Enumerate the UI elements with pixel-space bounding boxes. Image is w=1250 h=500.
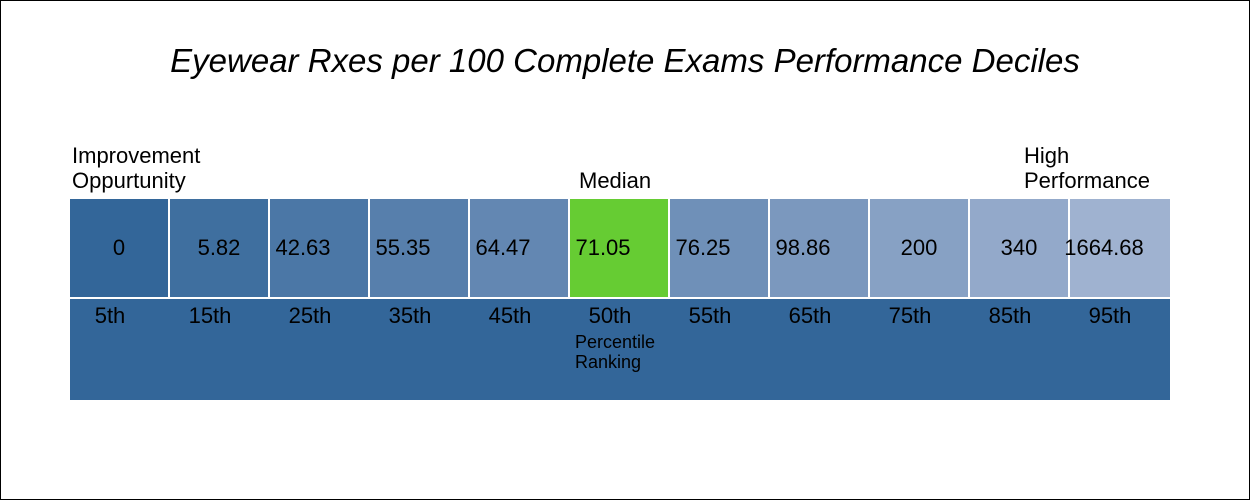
- percentile-label-45th: 45th: [488, 303, 532, 328]
- decile-cell-5th: 0: [70, 199, 170, 297]
- percentile-label-95th: 95th: [1088, 303, 1132, 328]
- percentile-ranking-line2: Ranking: [575, 352, 642, 372]
- percentile-label-35th: 35th: [388, 303, 432, 328]
- decile-value: 5.82: [197, 235, 241, 260]
- decile-cell-95th: 1664.68: [1064, 199, 1170, 297]
- decile-cell-45th: 64.47: [470, 199, 570, 297]
- decile-cell-15th: 5.82: [170, 199, 270, 297]
- percentile-label-50th: 50th: [588, 303, 632, 328]
- percentile-label-25th: 25th: [288, 303, 332, 328]
- improvement-label-line2: Oppurtunity: [72, 168, 186, 193]
- decile-cell-75th: 200: [870, 199, 970, 297]
- high-performance-label-line2: Performance: [1024, 168, 1150, 193]
- chart-title: Eyewear Rxes per 100 Complete Exams Perf…: [170, 42, 1080, 79]
- improvement-label: Improvement Oppurtunity: [72, 143, 200, 193]
- percentile-label-75th: 75th: [888, 303, 932, 328]
- decile-value: 76.25: [675, 235, 731, 260]
- high-performance-label-line1: High: [1024, 143, 1070, 168]
- median-label: Median: [579, 168, 652, 193]
- decile-value: 340: [1000, 235, 1038, 260]
- percentile-ranking-line1: Percentile: [575, 332, 656, 352]
- decile-value: 1664.68: [1064, 235, 1144, 260]
- percentile-label-5th: 5th: [94, 303, 126, 328]
- decile-cell-35th: 55.35: [370, 199, 470, 297]
- percentile-label-15th: 15th: [188, 303, 232, 328]
- decile-value: 98.86: [775, 235, 831, 260]
- percentile-label-65th: 65th: [788, 303, 832, 328]
- decile-value: 71.05: [575, 235, 631, 260]
- decile-value: 64.47: [475, 235, 531, 260]
- decile-values-row: 0 5.82 42.63 55.35 64.47 71.05 76.25 98.86 200 34…: [70, 199, 1170, 297]
- percentile-band: Percentile Ranking 5th 15th 25th 35th 45th 50…: [70, 299, 1170, 400]
- decile-cell-55th: 76.25: [670, 199, 770, 297]
- decile-cell-25th: 42.63: [270, 199, 370, 297]
- decile-value: 200: [900, 235, 938, 260]
- percentile-label-85th: 85th: [988, 303, 1032, 328]
- percentile-ranking-label: Percentile Ranking: [575, 332, 655, 372]
- decile-cell-85th: 340: [970, 199, 1070, 297]
- decile-cell-65th: 98.86: [770, 199, 870, 297]
- improvement-label-line1: Improvement: [72, 143, 201, 168]
- decile-value: 42.63: [275, 235, 331, 260]
- decile-cell-50th: 71.05: [570, 199, 670, 297]
- decile-value: 0: [112, 235, 126, 260]
- decile-value: 55.35: [375, 235, 431, 260]
- high-performance-label: High Performance: [1024, 143, 1150, 193]
- percentile-label-55th: 55th: [688, 303, 732, 328]
